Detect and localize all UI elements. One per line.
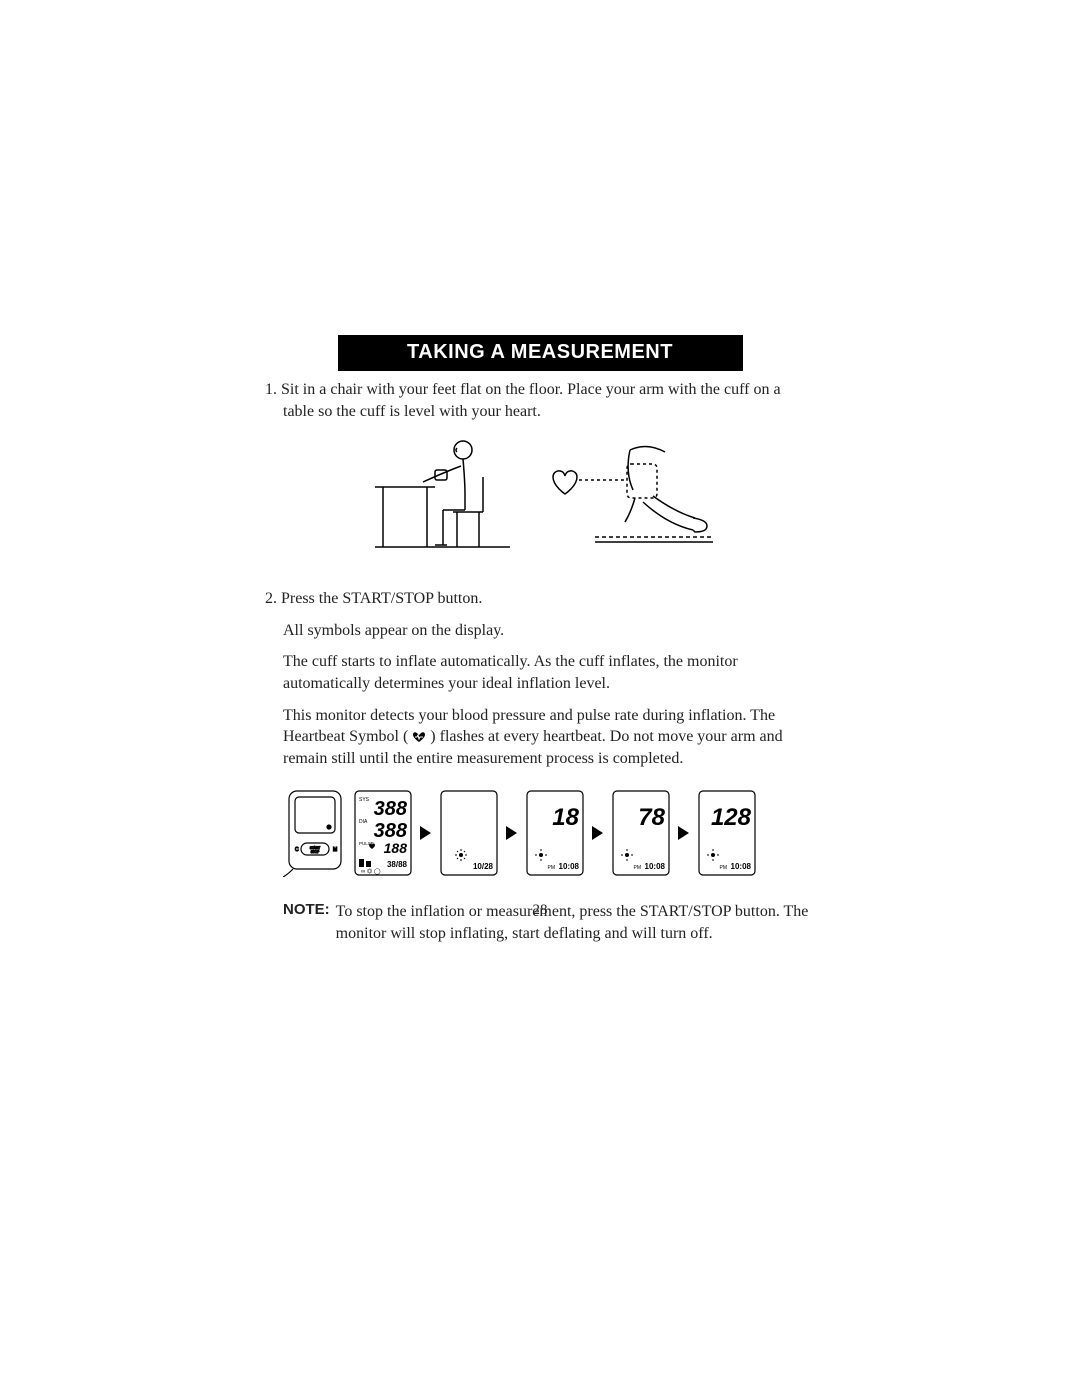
display-step-2: 18 PM 10:08	[525, 789, 585, 877]
device-right-char: M	[333, 847, 337, 853]
svg-text:∞ ⏣ ◯: ∞ ⏣ ◯	[361, 868, 381, 875]
step-2-para2b: This monitor detects your blood pressure…	[283, 705, 815, 770]
display-full-datetime: 38/88	[387, 860, 408, 869]
step-2-block: 2. Press the START/STOP button. All symb…	[265, 588, 815, 769]
page-number: 28	[0, 902, 1080, 919]
device-figure: START STOP C M	[283, 789, 347, 877]
section-heading: TAKING A MEASUREMENT	[338, 335, 743, 371]
display-full-pulse-value: 188	[384, 840, 408, 856]
display-step-4-value: 128	[711, 804, 752, 831]
display-step-3-value: 78	[638, 804, 665, 831]
display-step-1-time: 10/28	[473, 862, 494, 871]
display-step-3: 78 PM 10:08	[611, 789, 671, 877]
display-full-sys-label: SYS	[359, 797, 370, 803]
display-step-2-ampm: PM	[548, 865, 556, 871]
display-step-4: 128 PM 10:08	[697, 789, 757, 877]
step-2-para1: All symbols appear on the display.	[283, 620, 815, 642]
display-step-4-time: 10:08	[731, 862, 752, 871]
display-full-dia-label: DIA	[359, 819, 368, 825]
manual-page: TAKING A MEASUREMENT 1. Sit in a chair w…	[0, 0, 1080, 1397]
sitting-posture-figure	[365, 432, 515, 552]
display-step-1: 10/28	[439, 789, 499, 877]
arrow-icon	[505, 824, 519, 842]
display-sequence-figures: START STOP C M SYS 388 DIA 388 PULSE	[265, 789, 815, 877]
display-step-3-time: 10:08	[645, 862, 666, 871]
device-left-char: C	[295, 847, 299, 853]
arm-heart-level-figure	[535, 432, 715, 552]
display-step-2-time: 10:08	[559, 862, 580, 871]
display-step-2-value: 18	[552, 804, 579, 831]
step-2-para2a: The cuff starts to inflate automatically…	[283, 651, 815, 694]
step-1-text: 1. Sit in a chair with your feet flat on…	[265, 379, 815, 422]
display-step-4-ampm: PM	[720, 865, 728, 871]
display-full-figure: SYS 388 DIA 388 PULSE 188 38/88 ∞ ⏣ ◯	[353, 789, 413, 877]
heartbeat-icon	[412, 731, 426, 743]
arrow-icon	[591, 824, 605, 842]
display-full-sys-value: 388	[374, 798, 408, 820]
display-full-dia-value: 388	[374, 820, 408, 842]
step-2-line1: 2. Press the START/STOP button.	[283, 588, 815, 610]
device-button-label-line2: STOP	[311, 850, 320, 854]
display-step-3-ampm: PM	[634, 865, 642, 871]
arrow-icon	[677, 824, 691, 842]
arrow-icon	[419, 824, 433, 842]
posture-figures	[265, 432, 815, 552]
